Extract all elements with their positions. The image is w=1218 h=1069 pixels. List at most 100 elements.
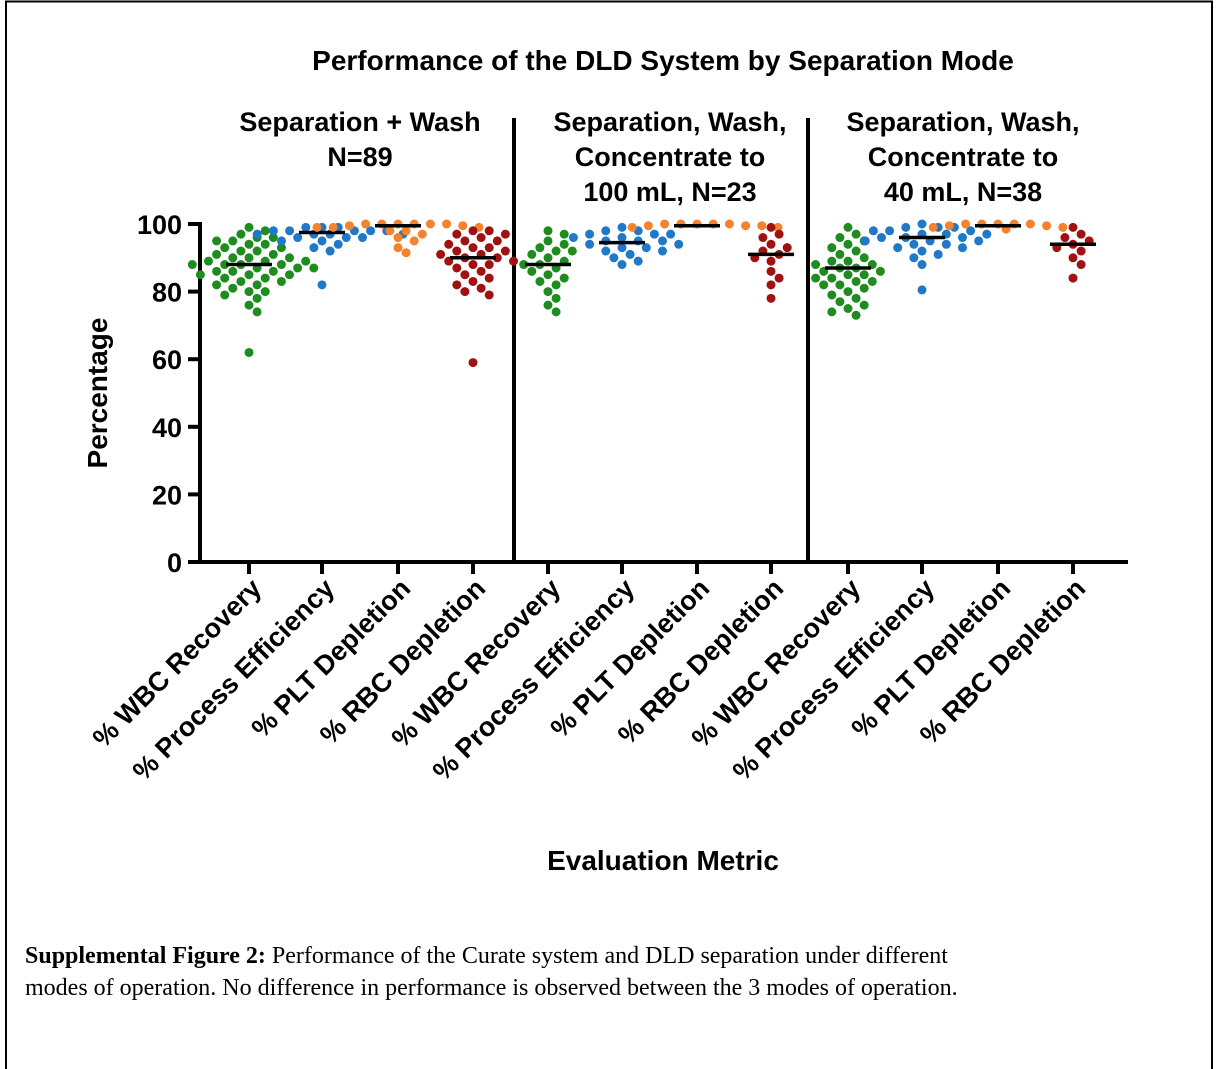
data-point — [341, 233, 351, 243]
data-point — [917, 246, 927, 256]
data-point — [268, 226, 278, 236]
panel-title: 100 mL, N=23 — [583, 177, 756, 207]
data-point — [641, 243, 651, 253]
data-point — [875, 266, 885, 276]
data-point — [660, 219, 670, 229]
data-point — [551, 280, 561, 290]
data-point — [236, 276, 246, 286]
data-point — [527, 266, 537, 276]
panel-title: Separation, Wash, — [553, 107, 786, 137]
data-point — [195, 270, 205, 280]
data-point — [285, 226, 295, 236]
data-point — [933, 249, 943, 259]
data-point — [609, 253, 619, 263]
data-point — [484, 226, 494, 236]
data-point — [244, 300, 254, 310]
data-point — [966, 226, 976, 236]
data-point — [859, 300, 869, 310]
data-point — [559, 239, 569, 249]
data-point — [758, 233, 768, 243]
data-point — [260, 273, 270, 283]
data-point — [476, 283, 486, 293]
caption-label: Supplemental Figure 2: — [25, 943, 266, 969]
data-point — [859, 253, 869, 263]
data-point — [757, 221, 767, 231]
data-point — [724, 219, 734, 229]
data-point — [252, 307, 262, 317]
data-point — [460, 270, 470, 280]
data-point — [468, 226, 478, 236]
data-point — [187, 260, 197, 270]
data-point — [484, 290, 494, 300]
data-point — [633, 256, 643, 266]
data-point — [204, 256, 213, 266]
data-point — [1042, 221, 1052, 231]
data-point — [252, 293, 262, 303]
data-point — [851, 293, 861, 303]
data-point — [851, 276, 861, 286]
data-point — [460, 236, 470, 246]
data-point — [944, 221, 954, 231]
data-point — [484, 260, 494, 270]
data-point — [867, 276, 877, 286]
data-point — [509, 256, 518, 266]
panel-title: Separation + Wash — [239, 107, 480, 137]
data-point — [293, 263, 303, 273]
data-point — [843, 287, 853, 297]
data-point — [658, 246, 667, 256]
data-point — [643, 221, 653, 231]
data-point — [982, 229, 992, 239]
data-point — [328, 222, 338, 232]
data-point — [244, 239, 254, 249]
data-point — [401, 226, 411, 236]
data-point — [1068, 273, 1078, 283]
data-point — [974, 236, 984, 246]
data-point — [309, 263, 319, 273]
y-tick-label: 80 — [152, 278, 182, 308]
data-point — [568, 233, 578, 243]
data-point — [827, 307, 837, 317]
y-tick-label: 60 — [152, 345, 182, 375]
data-point — [425, 219, 435, 229]
data-point — [766, 293, 776, 303]
data-point — [220, 260, 230, 270]
data-point — [212, 249, 222, 259]
x-axis-label: Evaluation Metric — [547, 845, 779, 876]
data-point — [452, 246, 462, 256]
data-point — [551, 246, 561, 256]
data-point — [567, 246, 577, 256]
data-point — [859, 283, 869, 293]
data-point — [1068, 222, 1078, 232]
data-point — [917, 260, 927, 270]
data-point — [468, 358, 478, 368]
data-point — [843, 270, 853, 280]
panel-title: Concentrate to — [575, 142, 766, 172]
data-point — [244, 347, 254, 357]
data-point — [766, 239, 776, 249]
data-point — [285, 253, 294, 263]
data-point — [901, 222, 911, 232]
data-point — [535, 276, 545, 286]
data-point — [601, 226, 611, 236]
data-point — [361, 219, 371, 229]
data-point — [276, 243, 286, 253]
data-point — [468, 260, 478, 270]
data-point — [551, 293, 561, 303]
data-point — [293, 233, 303, 243]
data-point — [543, 287, 553, 297]
data-point — [325, 246, 335, 256]
data-point — [843, 304, 853, 313]
data-point — [851, 310, 861, 320]
data-point — [877, 233, 886, 243]
data-point — [851, 246, 861, 256]
data-point — [585, 229, 595, 239]
data-point — [666, 229, 676, 239]
y-tick-label: 0 — [167, 548, 182, 578]
data-point — [766, 256, 776, 266]
data-point — [244, 222, 254, 232]
data-point — [773, 222, 783, 232]
data-point — [220, 290, 230, 300]
data-point — [312, 222, 322, 232]
data-point — [827, 273, 837, 283]
data-point — [244, 253, 254, 263]
